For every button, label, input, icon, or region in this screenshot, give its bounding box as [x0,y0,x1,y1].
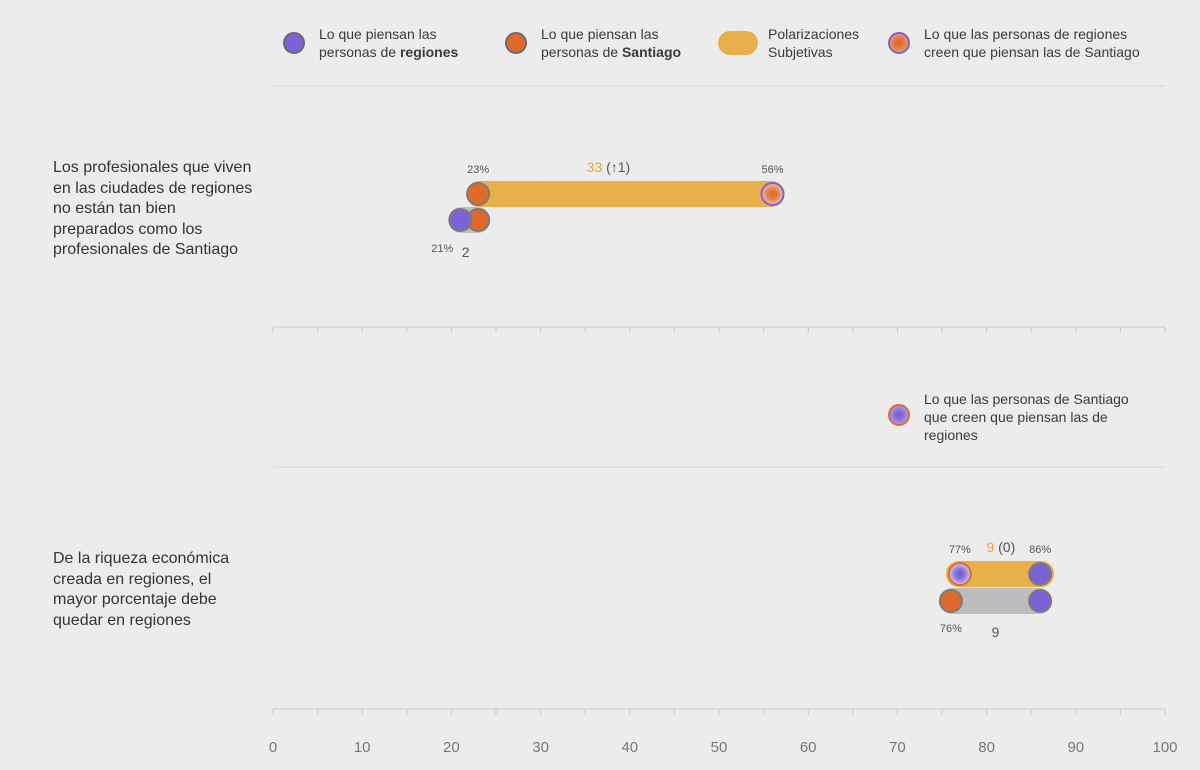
polarization-label-1: 9 (0) [986,539,1015,555]
santiago-value-label-1: 76% [940,623,962,635]
legend-item-santiago: Lo que piensan las personas de Santiago [505,25,681,61]
polarization-bar-0 [466,181,785,207]
santiago-believe-swatch [888,404,910,426]
real-gap-label-0: 2 [462,244,470,260]
polarization-value-1: 9 [986,539,998,555]
polarization-swatch [718,31,758,55]
row-label-1: De la riqueza económica creada en region… [53,550,230,629]
regiones-dot-0 [448,208,473,232]
legend-regiones-bold: regiones [399,44,459,60]
x-tick-label: 30 [532,739,549,756]
perceived-dot-1 [947,562,972,586]
regiones-dot-1 [1028,562,1053,586]
legend-santiago-believe-label: Lo que las personas de Santiago que cree… [924,391,1129,443]
legend-item-polarizaciones: Polarizaciones Subjetivas [718,25,859,61]
x-tick-label: 100 [1152,739,1177,756]
legend-item-regiones-believe: Lo que las personas de regiones creen qu… [888,25,1140,61]
x-tick-label: 50 [711,739,728,756]
regiones-believe-swatch [888,32,910,54]
real-gap-label-1: 9 [992,624,1000,640]
santiago-dot-1 [938,589,963,613]
santiago-swatch [505,32,527,54]
polarization-change-1: (0) [998,539,1015,555]
legend-santiago-pre: Lo que piensan las personas de [541,26,659,60]
legend-santiago-bold: Santiago [621,44,682,60]
x-tick-label: 90 [1067,739,1084,756]
polarization-bar-1 [945,561,1055,587]
x-tick-label: 40 [621,739,638,756]
x-tick-label: 10 [354,739,371,756]
polarization-value-0: 33 [587,159,606,175]
legend-regiones-pre: Lo que piensan las personas de [319,26,437,60]
x-tick-label: 70 [889,739,906,756]
santiago-dot-0 [466,182,491,206]
perceived-dot-0 [760,182,785,206]
x-tick-label: 0 [269,739,277,756]
regiones-dot-1b [1028,589,1053,613]
perceived-value-label-1: 77% [949,544,971,556]
row-label-0: Los profesionales que viven en las ciuda… [53,159,253,258]
polarization-change-0: (↑1) [606,159,630,175]
regiones-swatch [283,32,305,54]
perceived-value-label-0: 56% [762,164,784,176]
legend-item-regiones: Lo que piensan las personas de regiones [283,25,458,61]
santiago-value-label-0: 23% [467,164,489,176]
legend-regiones-believe-label: Lo que las personas de regiones creen qu… [924,26,1140,60]
x-tick-label: 20 [443,739,460,756]
polarization-label-0: 33 (↑1) [587,159,631,175]
regiones-value-label-0: 21% [431,243,453,255]
legend-item-santiago-believe: Lo que las personas de Santiago que cree… [888,390,1129,444]
real-gap-bar-1 [938,588,1053,614]
x-tick-label: 80 [978,739,995,756]
legend-polarizaciones-label: Polarizaciones Subjetivas [768,26,860,60]
x-tick-label: 60 [800,739,817,756]
regiones-value-label-1: 86% [1029,544,1051,556]
